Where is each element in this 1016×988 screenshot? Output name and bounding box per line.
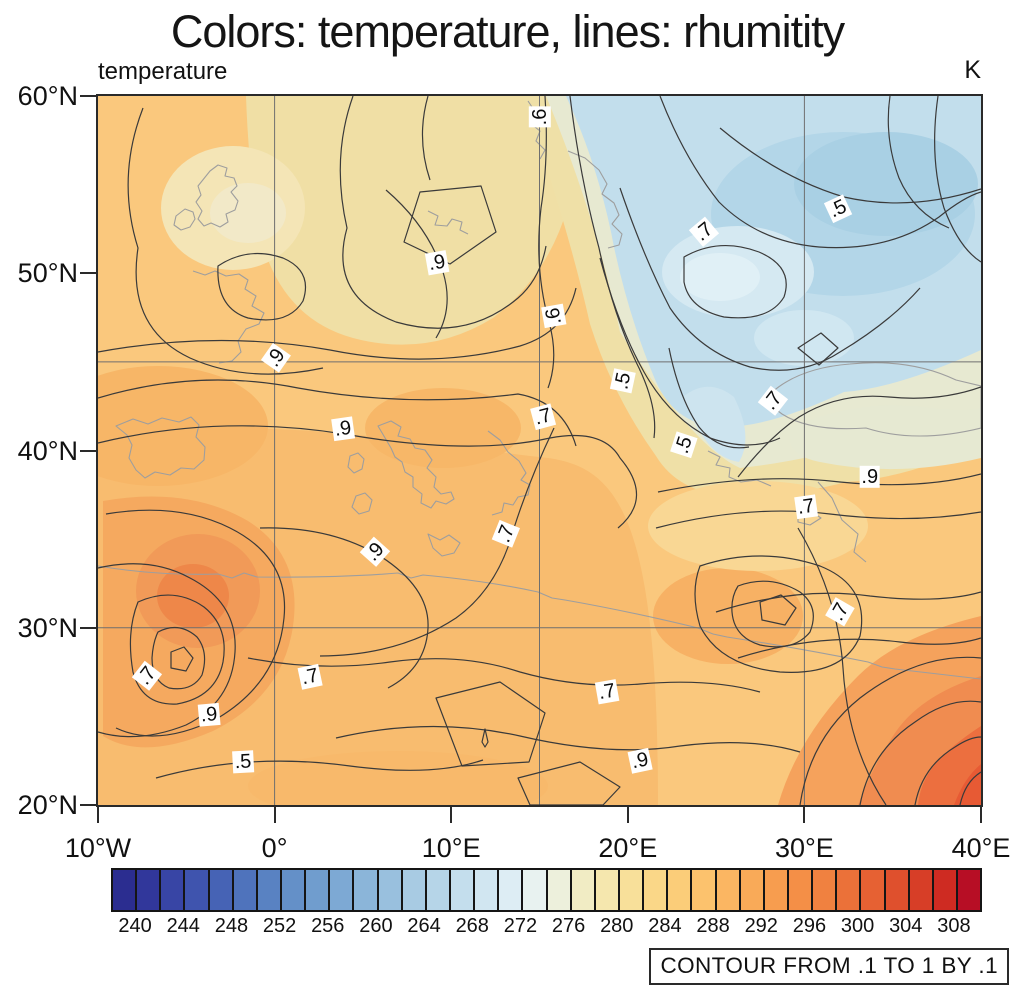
colorbar-cell <box>859 870 884 910</box>
colorbar-tick-label: 300 <box>840 915 875 937</box>
x-axis-tick <box>626 807 629 823</box>
x-axis-tick <box>97 807 99 823</box>
gridlines-layer <box>98 96 981 805</box>
contour-lines-layer <box>98 96 981 805</box>
colorbar-cell <box>835 870 860 910</box>
colorbar-cell <box>159 870 184 910</box>
colorbar-cell <box>231 870 256 910</box>
x-axis-label: 10°W <box>64 833 132 863</box>
coastlines-layer <box>98 100 981 680</box>
colorbar-tick-label: 280 <box>600 915 634 937</box>
colorbar-cell <box>135 870 160 910</box>
colorbar-tick-label: 288 <box>696 915 730 937</box>
contour-label: .5 <box>231 750 254 775</box>
colorbar-cell <box>521 870 546 910</box>
contour-label: .9 <box>424 249 450 276</box>
y-axis-tick <box>80 95 97 97</box>
contour-label: .6 <box>528 106 551 128</box>
contour-label: .7 <box>794 494 818 520</box>
colorbar-tick-label: 304 <box>889 915 923 937</box>
contour-label: .9 <box>331 416 356 442</box>
left-axis-title: temperature <box>98 58 228 85</box>
contour-label: .9 <box>197 702 221 727</box>
y-axis-label: 40°N <box>17 435 78 466</box>
colorbar-tick-label: 256 <box>311 915 345 937</box>
contour-label: .7 <box>297 664 323 691</box>
colorbar-cell <box>473 870 498 910</box>
x-axis-tick <box>980 807 982 823</box>
colorbar-cell <box>642 870 667 910</box>
colorbar-cell <box>497 870 522 910</box>
colorbar-cell <box>304 870 329 910</box>
colorbar-cell <box>907 870 932 910</box>
colorbar-cell <box>569 870 594 910</box>
y-axis-tick <box>80 272 97 275</box>
right-axis-title: K <box>964 56 981 84</box>
colorbar-cell <box>666 870 691 910</box>
colorbar-tick-label: 284 <box>648 915 682 937</box>
plot-title: Colors: temperature, lines: rhumitity <box>170 6 845 57</box>
colorbar-cell <box>207 870 232 910</box>
colorbar-cell <box>328 870 353 910</box>
contour-label: .7 <box>594 678 619 705</box>
colorbar-tick-label: 240 <box>118 915 152 937</box>
colorbar-tick-label: 264 <box>407 915 441 937</box>
colorbar-tick-label: 268 <box>455 915 489 937</box>
colorbar-tick-label: 292 <box>744 915 778 937</box>
colorbar-tick-label: 296 <box>792 915 827 937</box>
colorbar-cell <box>617 870 643 910</box>
y-axis-tick <box>80 804 97 806</box>
x-axis-label: 10°E <box>421 833 481 863</box>
colorbar-tick-label: 252 <box>262 915 297 937</box>
colorbar-tick-labels: 240 244 248 252 256 260 264 268 272 276 280 284 288 2… <box>111 915 978 941</box>
colorbar-tick-label: 244 <box>166 915 200 937</box>
x-axis-tick <box>803 807 806 823</box>
colorbar-tick-label: 248 <box>214 915 249 937</box>
contour-label: .6 <box>540 303 567 328</box>
colorbar-cell <box>883 870 908 910</box>
colorbar-cell <box>448 870 474 910</box>
y-axis-tick <box>80 449 97 452</box>
contour-label: .9 <box>859 465 881 489</box>
x-axis-label: 30°E <box>774 833 834 863</box>
colorbar-cell <box>714 870 739 910</box>
x-axis-label: 0° <box>261 833 288 863</box>
colorbar-cell <box>400 870 425 910</box>
colorbar-cell <box>376 870 401 910</box>
x-axis-label: 20°E <box>598 833 658 863</box>
colorbar-cell <box>762 870 787 910</box>
x-axis-tick <box>450 807 453 823</box>
map-plot-area: .6.5.7.9.6.9.5.7.7.5.9.9.7.7.9.7.7.7.9.7… <box>96 94 983 807</box>
y-axis-label: 30°N <box>17 612 78 643</box>
colorbar-cell <box>424 870 449 910</box>
colorbar-cell <box>811 870 836 910</box>
colorbar-cell <box>593 870 618 910</box>
y-axis-label: 50°N <box>17 258 78 289</box>
colorbar-tick-label: 260 <box>359 915 393 937</box>
colorbar-cell <box>113 870 136 910</box>
colorbar-cell <box>931 870 956 910</box>
colorbar-cell <box>279 870 305 910</box>
contour-info-box: CONTOUR FROM .1 TO 1 BY .1 <box>649 948 1009 985</box>
y-axis-tick <box>80 626 97 629</box>
colorbar-cell <box>786 870 812 910</box>
x-axis-label: 40°E <box>951 833 1011 863</box>
map-canvas <box>98 96 981 805</box>
colorbar-cell <box>183 870 208 910</box>
temperature-colorbar <box>111 868 982 912</box>
colorbar-tick-label: 272 <box>503 915 538 937</box>
colorbar-cell <box>255 870 280 910</box>
colorbar-tick-label: 276 <box>551 915 586 937</box>
x-axis-tick <box>273 807 276 823</box>
colorbar-cell <box>352 870 377 910</box>
y-axis-label: 60°N <box>17 81 78 111</box>
colorbar-tick-label: 308 <box>937 915 971 937</box>
colorbar-cell <box>545 870 570 910</box>
colorbar-cell <box>690 870 715 910</box>
y-axis-label: 20°N <box>17 790 78 820</box>
colorbar-cell <box>955 870 981 910</box>
colorbar-cell <box>738 870 763 910</box>
